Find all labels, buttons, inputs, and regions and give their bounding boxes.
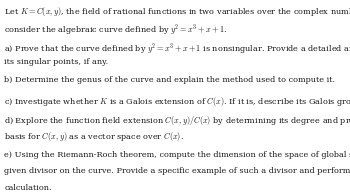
Text: basis for $C(x, y)$ as a vector space over $C(x)$.: basis for $C(x, y)$ as a vector space ov… xyxy=(4,130,184,143)
Text: b) Determine the genus of the curve and explain the method used to compute it.: b) Determine the genus of the curve and … xyxy=(4,76,335,84)
Text: calculation.: calculation. xyxy=(4,184,52,192)
Text: d) Explore the function field extension $C(x, y)/C(x)$ by determining its degree: d) Explore the function field extension … xyxy=(4,114,350,127)
Text: its singular points, if any.: its singular points, if any. xyxy=(4,58,108,66)
Text: e) Using the Riemann-Roch theorem, compute the dimension of the space of global : e) Using the Riemann-Roch theorem, compu… xyxy=(4,151,350,158)
Text: consider the algebraic curve defined by $y^2 = x^3 + x + 1$.: consider the algebraic curve defined by … xyxy=(4,22,227,37)
Text: given divisor on the curve. Provide a specific example of such a divisor and per: given divisor on the curve. Provide a sp… xyxy=(4,167,350,175)
Text: a) Prove that the curve defined by $y^2 = x^3 + x + 1$ is nonsingular. Provide a: a) Prove that the curve defined by $y^2 … xyxy=(4,41,350,56)
Text: c) Investigate whether $K$ is a Galois extension of $C(x)$. If it is, describe i: c) Investigate whether $K$ is a Galois e… xyxy=(4,95,350,108)
Text: Let $K = C(x, y)$, the field of rational functions in two variables over the com: Let $K = C(x, y)$, the field of rational… xyxy=(4,5,350,18)
